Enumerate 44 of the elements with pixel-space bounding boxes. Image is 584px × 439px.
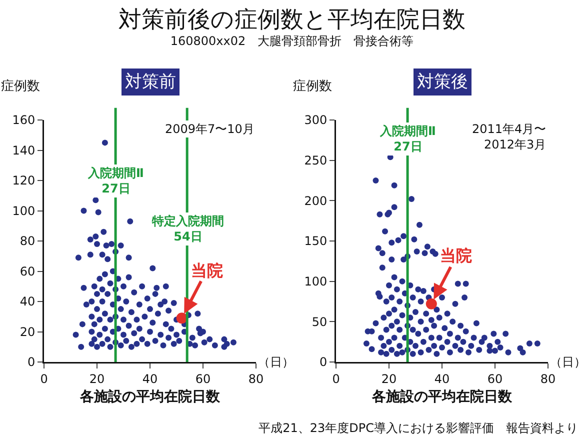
y-tick-label: 140 bbox=[12, 143, 36, 158]
chart-title: 対策前 bbox=[125, 72, 176, 92]
x-axis-title: 各施設の平均在院日数 bbox=[79, 388, 221, 405]
y-axis-title: 症例数 bbox=[293, 79, 332, 94]
y-tick-label: 160 bbox=[12, 113, 36, 128]
text: 平成21、23年度DPC導入における影響評価 報告資料より bbox=[258, 420, 578, 437]
y-tick-label: 150 bbox=[304, 234, 328, 248]
annotation: 2011年4月〜 2012年3月 bbox=[472, 122, 546, 152]
y-tick-label: 50 bbox=[312, 314, 328, 329]
y-tick-label: 60 bbox=[20, 264, 36, 278]
y-tick-label: 300 bbox=[304, 113, 328, 128]
y-tick-label: 40 bbox=[20, 294, 36, 309]
text: 160800xx02 大腿骨頚部骨折 骨接合術等 bbox=[169, 33, 415, 50]
y-tick-label: 100 bbox=[12, 204, 36, 218]
text: 当院 bbox=[191, 261, 223, 280]
text: 当院 bbox=[440, 246, 472, 265]
annotation: 2009年7〜10月 bbox=[165, 122, 254, 136]
y-tick-label: 100 bbox=[304, 274, 328, 289]
x-tick-label: 40 bbox=[434, 372, 450, 386]
ref-line-label: 特定入院期間 54日 bbox=[151, 214, 224, 244]
text: （日） bbox=[550, 355, 584, 369]
text: （日） bbox=[258, 355, 294, 369]
x-tick-label: 80 bbox=[248, 372, 264, 386]
y-tick-label: 0 bbox=[27, 355, 36, 370]
x-tick-label: 0 bbox=[332, 372, 340, 386]
x-tick-label: 60 bbox=[487, 372, 503, 386]
x-tick-label: 40 bbox=[142, 372, 158, 386]
chart-title: 対策後 bbox=[417, 72, 468, 92]
ref-line-label: 入院期間Ⅱ 27日 bbox=[379, 124, 436, 154]
y-tick-label: 80 bbox=[20, 234, 36, 248]
y-axis-title: 症例数 bbox=[1, 79, 40, 94]
x-tick-label: 80 bbox=[540, 372, 556, 386]
x-tick-label: 20 bbox=[89, 372, 105, 386]
y-tick-label: 200 bbox=[304, 194, 328, 208]
x-tick-label: 60 bbox=[195, 372, 211, 386]
y-tick-label: 120 bbox=[12, 174, 36, 188]
ref-line-label: 入院期間Ⅱ 27日 bbox=[87, 166, 144, 196]
x-tick-label: 0 bbox=[40, 372, 48, 386]
x-axis-title: 各施設の平均在院日数 bbox=[371, 388, 513, 405]
x-tick-label: 20 bbox=[381, 372, 397, 386]
y-tick-label: 0 bbox=[319, 355, 328, 370]
y-tick-label: 250 bbox=[304, 154, 328, 168]
y-tick-label: 20 bbox=[20, 324, 36, 339]
text: 対策前後の症例数と平均在院日数 bbox=[118, 6, 466, 35]
